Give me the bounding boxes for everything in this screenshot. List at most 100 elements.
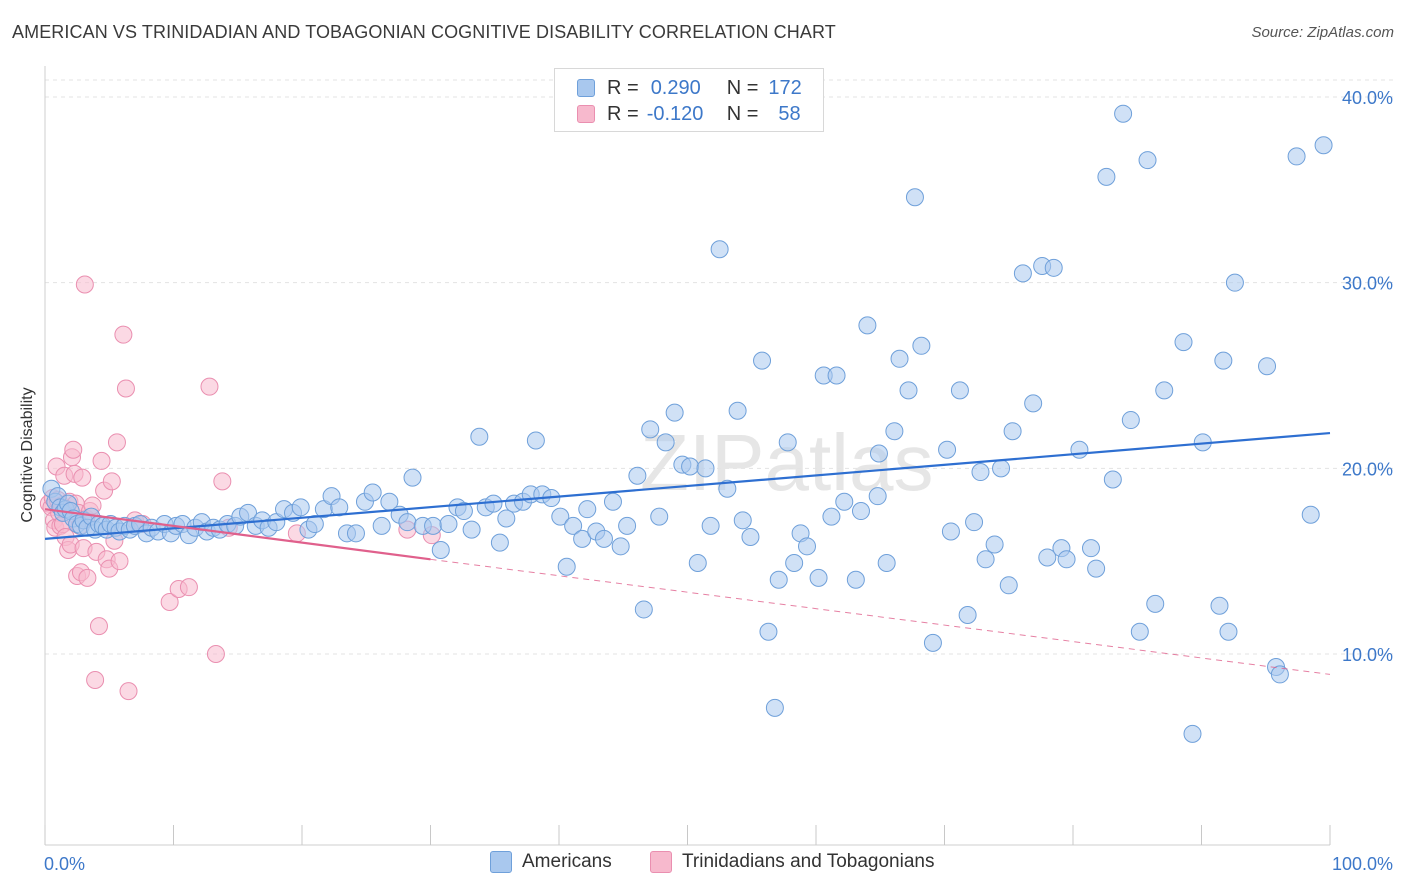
legend-row-trinidadians: R = -0.120 N = 58 — [555, 101, 801, 127]
american-point — [634, 600, 653, 619]
american-point — [1097, 167, 1116, 186]
trinidadian-point — [107, 433, 126, 452]
american-point — [1130, 622, 1149, 641]
source-credit: Source: ZipAtlas.com — [1251, 24, 1394, 41]
x-tick-label: 0.0% — [44, 854, 85, 874]
american-point — [769, 570, 788, 589]
american-point — [656, 433, 675, 452]
american-point — [557, 557, 576, 576]
y-tick-label: 10.0% — [1342, 645, 1393, 665]
american-point — [611, 537, 630, 556]
american-point — [809, 568, 828, 587]
american-point — [564, 516, 583, 535]
american-point — [650, 507, 669, 526]
trinidadian-point — [200, 377, 219, 396]
american-point — [1081, 539, 1100, 558]
american-point — [890, 349, 909, 368]
trinidadian-trend-extension — [430, 558, 1331, 675]
american-point — [484, 494, 503, 513]
american-point — [1287, 147, 1306, 166]
american-point — [868, 487, 887, 506]
american-point — [1314, 136, 1333, 155]
y-tick-label: 20.0% — [1342, 459, 1393, 479]
american-point — [1114, 104, 1133, 123]
american-point — [403, 468, 422, 487]
american-point — [971, 463, 990, 482]
trinidadian-point — [213, 472, 232, 491]
american-point — [958, 606, 977, 625]
trinidadian-point — [75, 275, 94, 294]
american-point — [594, 529, 613, 548]
american-point — [1225, 273, 1244, 292]
american-point — [681, 457, 700, 476]
american-point — [305, 515, 324, 534]
american-point — [753, 351, 772, 370]
american-point — [398, 513, 417, 532]
american-point — [846, 570, 865, 589]
american-point — [424, 516, 443, 535]
american-point — [363, 483, 382, 502]
r-label: R = — [607, 102, 639, 125]
trinidadian-point — [110, 552, 129, 571]
american-point — [665, 403, 684, 422]
american-point — [1024, 394, 1043, 413]
trinidadian-point — [92, 451, 111, 470]
legend-row-americans: R = 0.290 N = 172 — [555, 75, 802, 101]
american-point — [899, 381, 918, 400]
american-point — [573, 529, 592, 548]
american-point — [1087, 559, 1106, 578]
r-label: R = — [607, 76, 639, 99]
american-point — [551, 507, 570, 526]
american-point — [851, 502, 870, 521]
american-point — [985, 535, 1004, 554]
r-value: 0.290 — [650, 76, 701, 99]
american-point — [905, 188, 924, 207]
american-point — [431, 541, 450, 560]
american-point — [912, 336, 931, 355]
american-point — [965, 513, 984, 532]
pink-swatch — [650, 851, 672, 873]
american-point — [885, 422, 904, 441]
american-point — [454, 502, 473, 521]
american-point — [490, 533, 509, 552]
trinidadian-point — [78, 568, 97, 587]
american-point — [1138, 151, 1157, 170]
n-label: N = — [726, 102, 759, 125]
r-value: -0.120 — [646, 102, 704, 125]
american-point — [628, 466, 647, 485]
american-point — [999, 576, 1018, 595]
american-point — [1057, 550, 1076, 569]
blue-swatch — [490, 851, 512, 873]
american-point — [950, 381, 969, 400]
american-point — [1003, 422, 1022, 441]
american-point — [785, 554, 804, 573]
american-point — [618, 516, 637, 535]
blue-swatch — [577, 79, 595, 97]
american-point — [710, 240, 729, 259]
american-point — [718, 479, 737, 498]
american-point — [641, 420, 660, 439]
n-value: 58 — [778, 102, 801, 125]
american-point — [1155, 381, 1174, 400]
american-point — [778, 433, 797, 452]
trend-lines — [44, 431, 1331, 675]
american-point — [1174, 333, 1193, 352]
legend-item-americans: Americans — [490, 851, 612, 873]
american-point — [741, 528, 760, 547]
n-label: N = — [726, 76, 759, 99]
american-point — [1210, 596, 1229, 615]
x-tick-label: 100.0% — [1332, 854, 1393, 874]
american-point — [728, 401, 747, 420]
american-point — [976, 550, 995, 569]
trinidadian-trend-line — [44, 508, 431, 561]
y-tick-label: 40.0% — [1342, 88, 1393, 108]
trinidadian-point — [116, 379, 135, 398]
legend-label: Americans — [522, 851, 612, 872]
grid-lines — [45, 79, 1395, 655]
american-point — [696, 459, 715, 478]
correlation-legend: R = 0.290 N = 172 R = -0.120 N = 58 — [554, 68, 824, 132]
n-value: 172 — [768, 76, 802, 99]
american-point — [765, 698, 784, 717]
american-point — [1146, 594, 1165, 613]
